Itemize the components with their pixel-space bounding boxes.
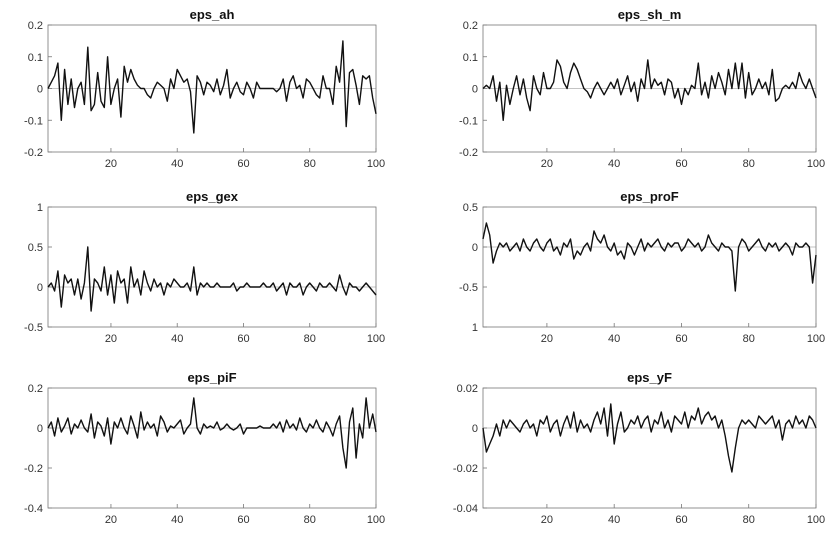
y-tick-label: -0.2	[24, 463, 43, 475]
y-tick-label: 0.02	[457, 383, 478, 395]
y-tick-label: 1	[472, 322, 478, 334]
y-tick-label: -0.04	[453, 503, 478, 515]
x-tick-label: 100	[367, 333, 385, 345]
x-tick-label: 80	[304, 333, 316, 345]
x-tick-label: 80	[743, 514, 755, 526]
x-tick-label: 80	[304, 158, 316, 170]
y-tick-label: 0	[472, 242, 478, 254]
y-tick-label: 0.1	[28, 52, 43, 64]
y-tick-label: -0.5	[459, 282, 478, 294]
y-tick-label: 0.2	[28, 20, 43, 32]
x-tick-label: 40	[608, 333, 620, 345]
subplot-title: eps_gex	[186, 189, 239, 204]
y-tick-label: -0.1	[459, 115, 478, 127]
x-tick-label: 40	[171, 333, 183, 345]
x-tick-label: 80	[743, 333, 755, 345]
x-tick-label: 100	[807, 514, 825, 526]
x-tick-label: 60	[675, 158, 687, 170]
x-tick-label: 20	[541, 514, 553, 526]
x-tick-label: 80	[304, 514, 316, 526]
x-tick-label: 20	[541, 333, 553, 345]
x-tick-label: 60	[675, 514, 687, 526]
x-tick-label: 60	[675, 333, 687, 345]
x-tick-label: 100	[807, 333, 825, 345]
subplot-title: eps_ah	[190, 7, 235, 22]
y-tick-label: -0.4	[24, 503, 43, 515]
series-line	[482, 59, 817, 122]
y-tick-label: 0.2	[28, 383, 43, 395]
x-tick-label: 60	[237, 514, 249, 526]
subplot-6: eps_yF 0.02 0 -0.02 -0.04 20 40 60 80 100	[453, 370, 825, 526]
y-tick-label: 0	[472, 423, 478, 435]
plot-frame	[47, 206, 377, 328]
x-tick-label: 80	[743, 158, 755, 170]
x-tick-label: 60	[237, 158, 249, 170]
series-line	[47, 397, 377, 469]
series-line	[47, 246, 377, 312]
y-tick-label: -0.2	[24, 147, 43, 159]
y-tick-label: 0.1	[463, 52, 478, 64]
subplot-4: eps_proF 0.5 0 -0.5 1 20 40 60 80 100	[459, 189, 825, 345]
series-line	[47, 40, 377, 134]
y-tick-label: 0	[37, 282, 43, 294]
y-tick-label: -0.02	[453, 463, 478, 475]
plot-frame	[482, 387, 817, 509]
y-tick-label: 0.2	[463, 20, 478, 32]
y-tick-label: -0.2	[459, 147, 478, 159]
y-tick-label: 0	[37, 84, 43, 96]
plot-frame	[482, 206, 817, 328]
subplot-title: eps_yF	[627, 370, 672, 385]
x-tick-label: 40	[171, 514, 183, 526]
x-tick-label: 100	[367, 158, 385, 170]
subplot-title: eps_piF	[187, 370, 236, 385]
subplot-title: eps_proF	[620, 189, 679, 204]
x-tick-label: 40	[608, 158, 620, 170]
y-tick-label: -0.1	[24, 115, 43, 127]
subplot-5: eps_piF 0.2 0 -0.2 -0.4 20 40 60 80 100	[24, 370, 385, 526]
series-line	[482, 222, 817, 292]
subplot-1: eps_ah 0.2 0.1 0 -0.1 -0.2 20 40 60 80 100	[24, 7, 385, 170]
y-tick-label: 0.5	[463, 202, 478, 214]
x-tick-label: 60	[237, 333, 249, 345]
y-tick-label: 1	[37, 202, 43, 214]
x-tick-label: 20	[541, 158, 553, 170]
y-tick-label: 0	[472, 84, 478, 96]
subplot-2: eps_sh_m 0.2 0.1 0 -0.1 -0.2 20 40 60 80 100	[459, 7, 825, 170]
x-tick-label: 40	[171, 158, 183, 170]
series-line	[482, 403, 817, 473]
y-tick-label: -0.5	[24, 322, 43, 334]
x-tick-label: 100	[807, 158, 825, 170]
y-tick-label: 0.5	[28, 242, 43, 254]
x-tick-label: 20	[105, 333, 117, 345]
subplot-title: eps_sh_m	[618, 7, 682, 22]
plot-frame	[47, 387, 377, 509]
x-tick-label: 20	[105, 158, 117, 170]
subplot-3: eps_gex 1 0.5 0 -0.5 20 40 60 80 100	[24, 189, 385, 345]
x-tick-label: 40	[608, 514, 620, 526]
y-tick-label: 0	[37, 423, 43, 435]
x-tick-label: 100	[367, 514, 385, 526]
x-tick-label: 20	[105, 514, 117, 526]
